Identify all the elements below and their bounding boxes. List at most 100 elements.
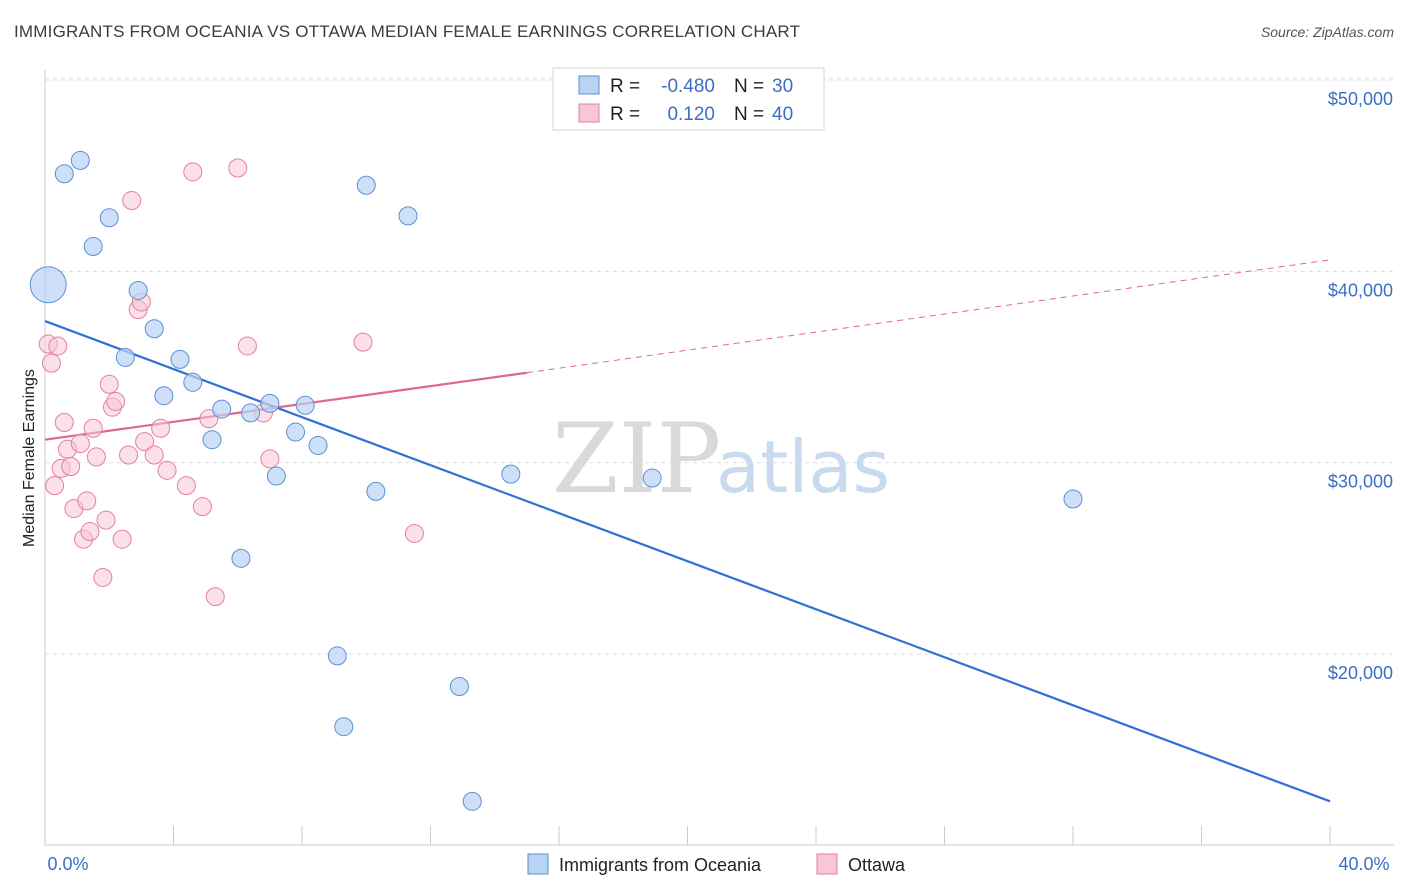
ottawa-point <box>112 529 132 549</box>
oceania-point <box>128 280 148 300</box>
ottawa-point <box>157 460 177 480</box>
legend-swatch-oceania <box>578 75 600 95</box>
ottawa-point <box>183 162 203 182</box>
legend-r-value-2: 0.120 <box>667 104 715 125</box>
oceania-point <box>398 206 418 226</box>
oceania-points <box>29 150 1083 811</box>
ottawa-point <box>86 447 106 467</box>
ottawa-point <box>205 587 225 607</box>
oceania-point <box>202 430 222 450</box>
x-tick-label-max: 40.0% <box>1338 854 1389 874</box>
legend-r-value-1: -0.480 <box>661 76 715 97</box>
oceania-trend-line <box>44 320 1331 803</box>
y-tick-label: $30,000 <box>1328 472 1393 492</box>
correlation-legend: R = -0.480 N = 30 R = 0.120 N = 40 <box>552 67 825 131</box>
oceania-point <box>266 466 286 486</box>
y-tick-label: $50,000 <box>1328 89 1393 109</box>
oceania-point <box>286 422 306 442</box>
oceania-point <box>334 717 354 737</box>
oceania-point <box>308 435 328 455</box>
ottawa-point <box>80 522 100 542</box>
bottom-legend-label-ottawa: Ottawa <box>848 855 906 875</box>
ottawa-point <box>353 332 373 352</box>
ottawa-point <box>228 158 248 178</box>
oceania-point <box>366 481 386 501</box>
oceania-point <box>642 468 662 488</box>
oceania-point <box>154 386 174 406</box>
bottom-legend-label-oceania: Immigrants from Oceania <box>559 855 762 875</box>
oceania-point <box>462 791 482 811</box>
ottawa-point <box>122 191 142 211</box>
ottawa-trend-extension <box>526 259 1331 374</box>
gridlines <box>45 77 1394 655</box>
legend-n-value-1: 30 <box>772 76 793 97</box>
ottawa-points <box>38 158 424 607</box>
ottawa-point <box>77 491 97 511</box>
ottawa-point <box>199 409 219 429</box>
oceania-point <box>241 403 261 423</box>
ottawa-point <box>144 445 164 465</box>
ottawa-point <box>176 476 196 496</box>
oceania-point <box>1063 489 1083 509</box>
oceania-point <box>501 464 521 484</box>
oceania-point <box>295 395 315 415</box>
x-ticks <box>173 826 1331 845</box>
ottawa-point <box>96 510 116 530</box>
oceania-point <box>70 150 90 170</box>
chart-title: IMMIGRANTS FROM OCEANIA VS OTTAWA MEDIAN… <box>14 22 801 41</box>
y-tick-label: $20,000 <box>1328 663 1393 683</box>
oceania-point <box>99 208 119 228</box>
oceania-point <box>212 399 232 419</box>
oceania-point <box>144 319 164 339</box>
legend-n-label-1: N = <box>734 76 764 97</box>
oceania-point <box>231 548 251 568</box>
legend-n-value-2: 40 <box>772 104 793 125</box>
ottawa-point <box>61 456 81 476</box>
ottawa-point <box>237 336 257 356</box>
oceania-point <box>54 164 74 184</box>
ottawa-point <box>99 374 119 394</box>
bottom-legend-swatch-ottawa <box>816 853 838 875</box>
y-tick-labels: $20,000 $30,000 $40,000 $50,000 <box>1328 89 1393 683</box>
ottawa-point <box>83 418 103 438</box>
oceania-point <box>170 349 190 369</box>
oceania-point <box>183 372 203 392</box>
ottawa-point <box>54 412 74 432</box>
source-credit: Source: ZipAtlas.com <box>1260 24 1394 40</box>
ottawa-point <box>260 449 280 469</box>
legend-swatch-ottawa <box>578 103 600 123</box>
oceania-point <box>449 677 469 697</box>
series-legend: Immigrants from Oceania Ottawa <box>527 853 906 875</box>
ottawa-point <box>404 523 424 543</box>
ottawa-point <box>41 353 61 373</box>
legend-r-label-1: R = <box>610 76 640 97</box>
ottawa-point <box>70 434 90 454</box>
ottawa-point <box>45 476 65 496</box>
oceania-point <box>83 236 103 256</box>
ottawa-trend-line <box>44 371 528 441</box>
bottom-legend-swatch-oceania <box>527 853 549 875</box>
watermark-atlas: atlas <box>716 425 890 509</box>
y-axis-title: Median Female Earnings <box>21 369 38 547</box>
ottawa-point <box>93 567 113 587</box>
watermark-zip: ZIP <box>552 403 721 515</box>
x-tick-label-min: 0.0% <box>47 854 88 874</box>
ottawa-point <box>135 432 155 452</box>
ottawa-point <box>192 497 212 517</box>
trend-lines <box>44 259 1331 803</box>
oceania-point <box>29 266 67 304</box>
watermark: ZIP atlas <box>552 403 890 515</box>
legend-r-label-2: R = <box>610 104 640 125</box>
oceania-point <box>356 175 376 195</box>
ottawa-point <box>151 418 171 438</box>
y-tick-label: $40,000 <box>1328 280 1393 300</box>
oceania-point <box>115 347 135 367</box>
legend-n-label-2: N = <box>734 104 764 125</box>
ottawa-point <box>48 336 68 356</box>
oceania-point <box>327 646 347 666</box>
ottawa-point <box>106 391 126 411</box>
ottawa-point <box>119 445 139 465</box>
oceania-point <box>260 393 280 413</box>
